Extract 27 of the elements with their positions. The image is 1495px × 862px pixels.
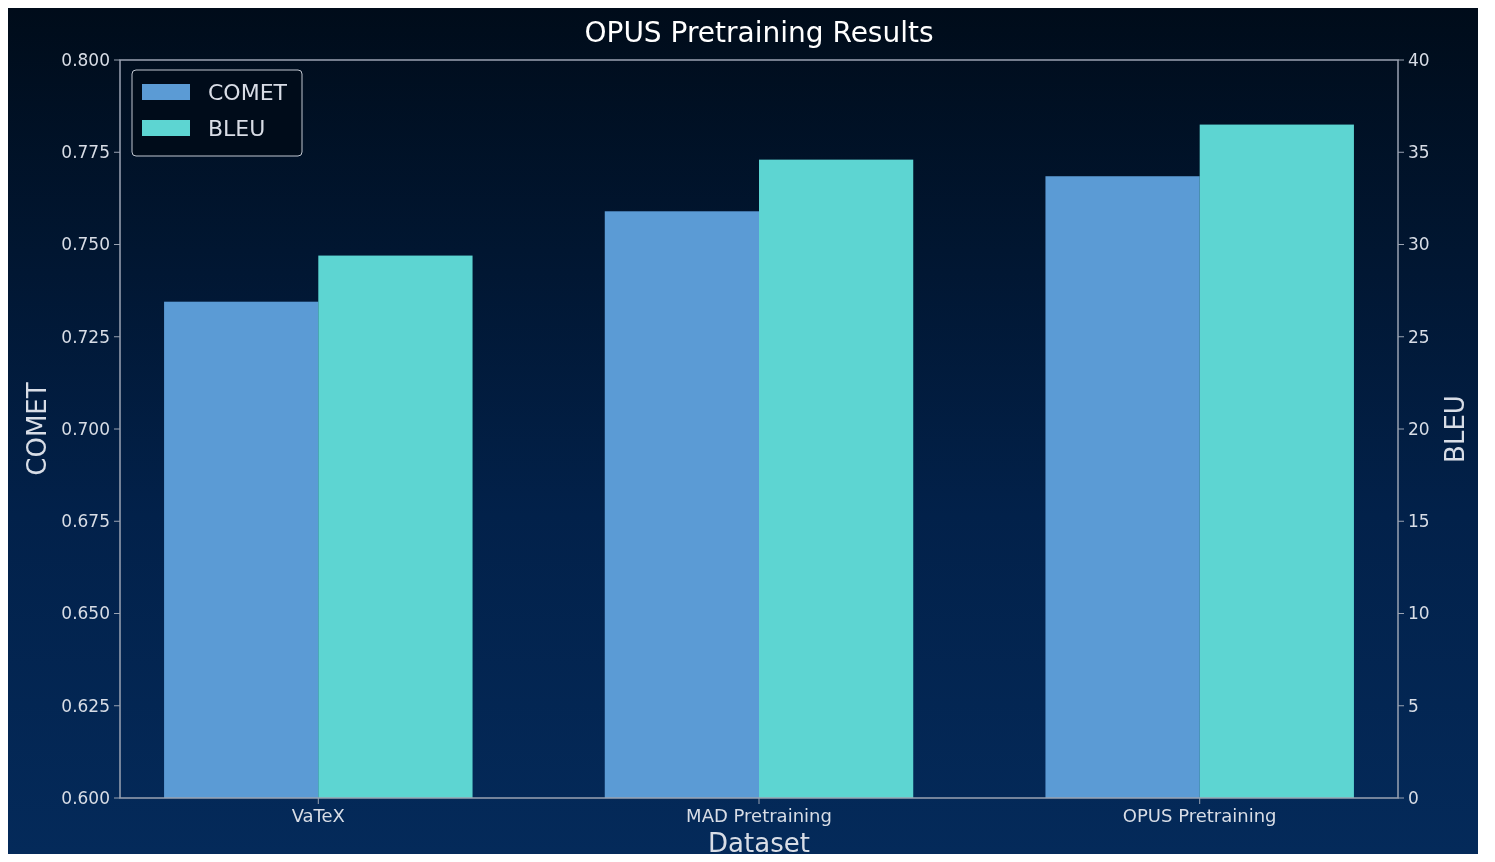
y2-tick-label: 20 <box>1408 418 1430 439</box>
y2-tick-label: 35 <box>1408 142 1430 163</box>
y-tick-label: 0.750 <box>61 234 110 255</box>
y-tick-label: 0.675 <box>61 511 110 532</box>
y2-tick-label: 15 <box>1408 511 1430 532</box>
y-tick-label: 0.625 <box>61 695 110 716</box>
y2-tick-label: 10 <box>1408 603 1430 624</box>
chart-title: OPUS Pretraining Results <box>584 16 934 49</box>
y-tick-label: 0.700 <box>61 418 110 439</box>
x-tick-label: VaTeX <box>291 805 345 826</box>
y2-tick-label: 5 <box>1408 695 1419 716</box>
y-tick-label: 0.775 <box>61 142 110 163</box>
y-axis-title: COMET <box>22 382 52 476</box>
y2-tick-label: 0 <box>1408 787 1419 808</box>
y2-tick-label: 25 <box>1408 326 1430 347</box>
y-tick-label: 0.800 <box>61 49 110 70</box>
y-tick-label: 0.650 <box>61 603 110 624</box>
y2-tick-label: 30 <box>1408 234 1430 255</box>
x-tick-label: MAD Pretraining <box>686 805 832 826</box>
y-tick-label: 0.600 <box>61 787 110 808</box>
legend-label: BLEU <box>208 115 266 141</box>
x-tick-label: OPUS Pretraining <box>1122 805 1277 826</box>
legend-label: COMET <box>208 79 288 105</box>
y2-tick-label: 40 <box>1408 49 1430 70</box>
y-tick-label: 0.725 <box>61 326 110 347</box>
x-axis-title: Dataset <box>708 828 810 858</box>
y2-axis-title: BLEU <box>1440 395 1470 463</box>
